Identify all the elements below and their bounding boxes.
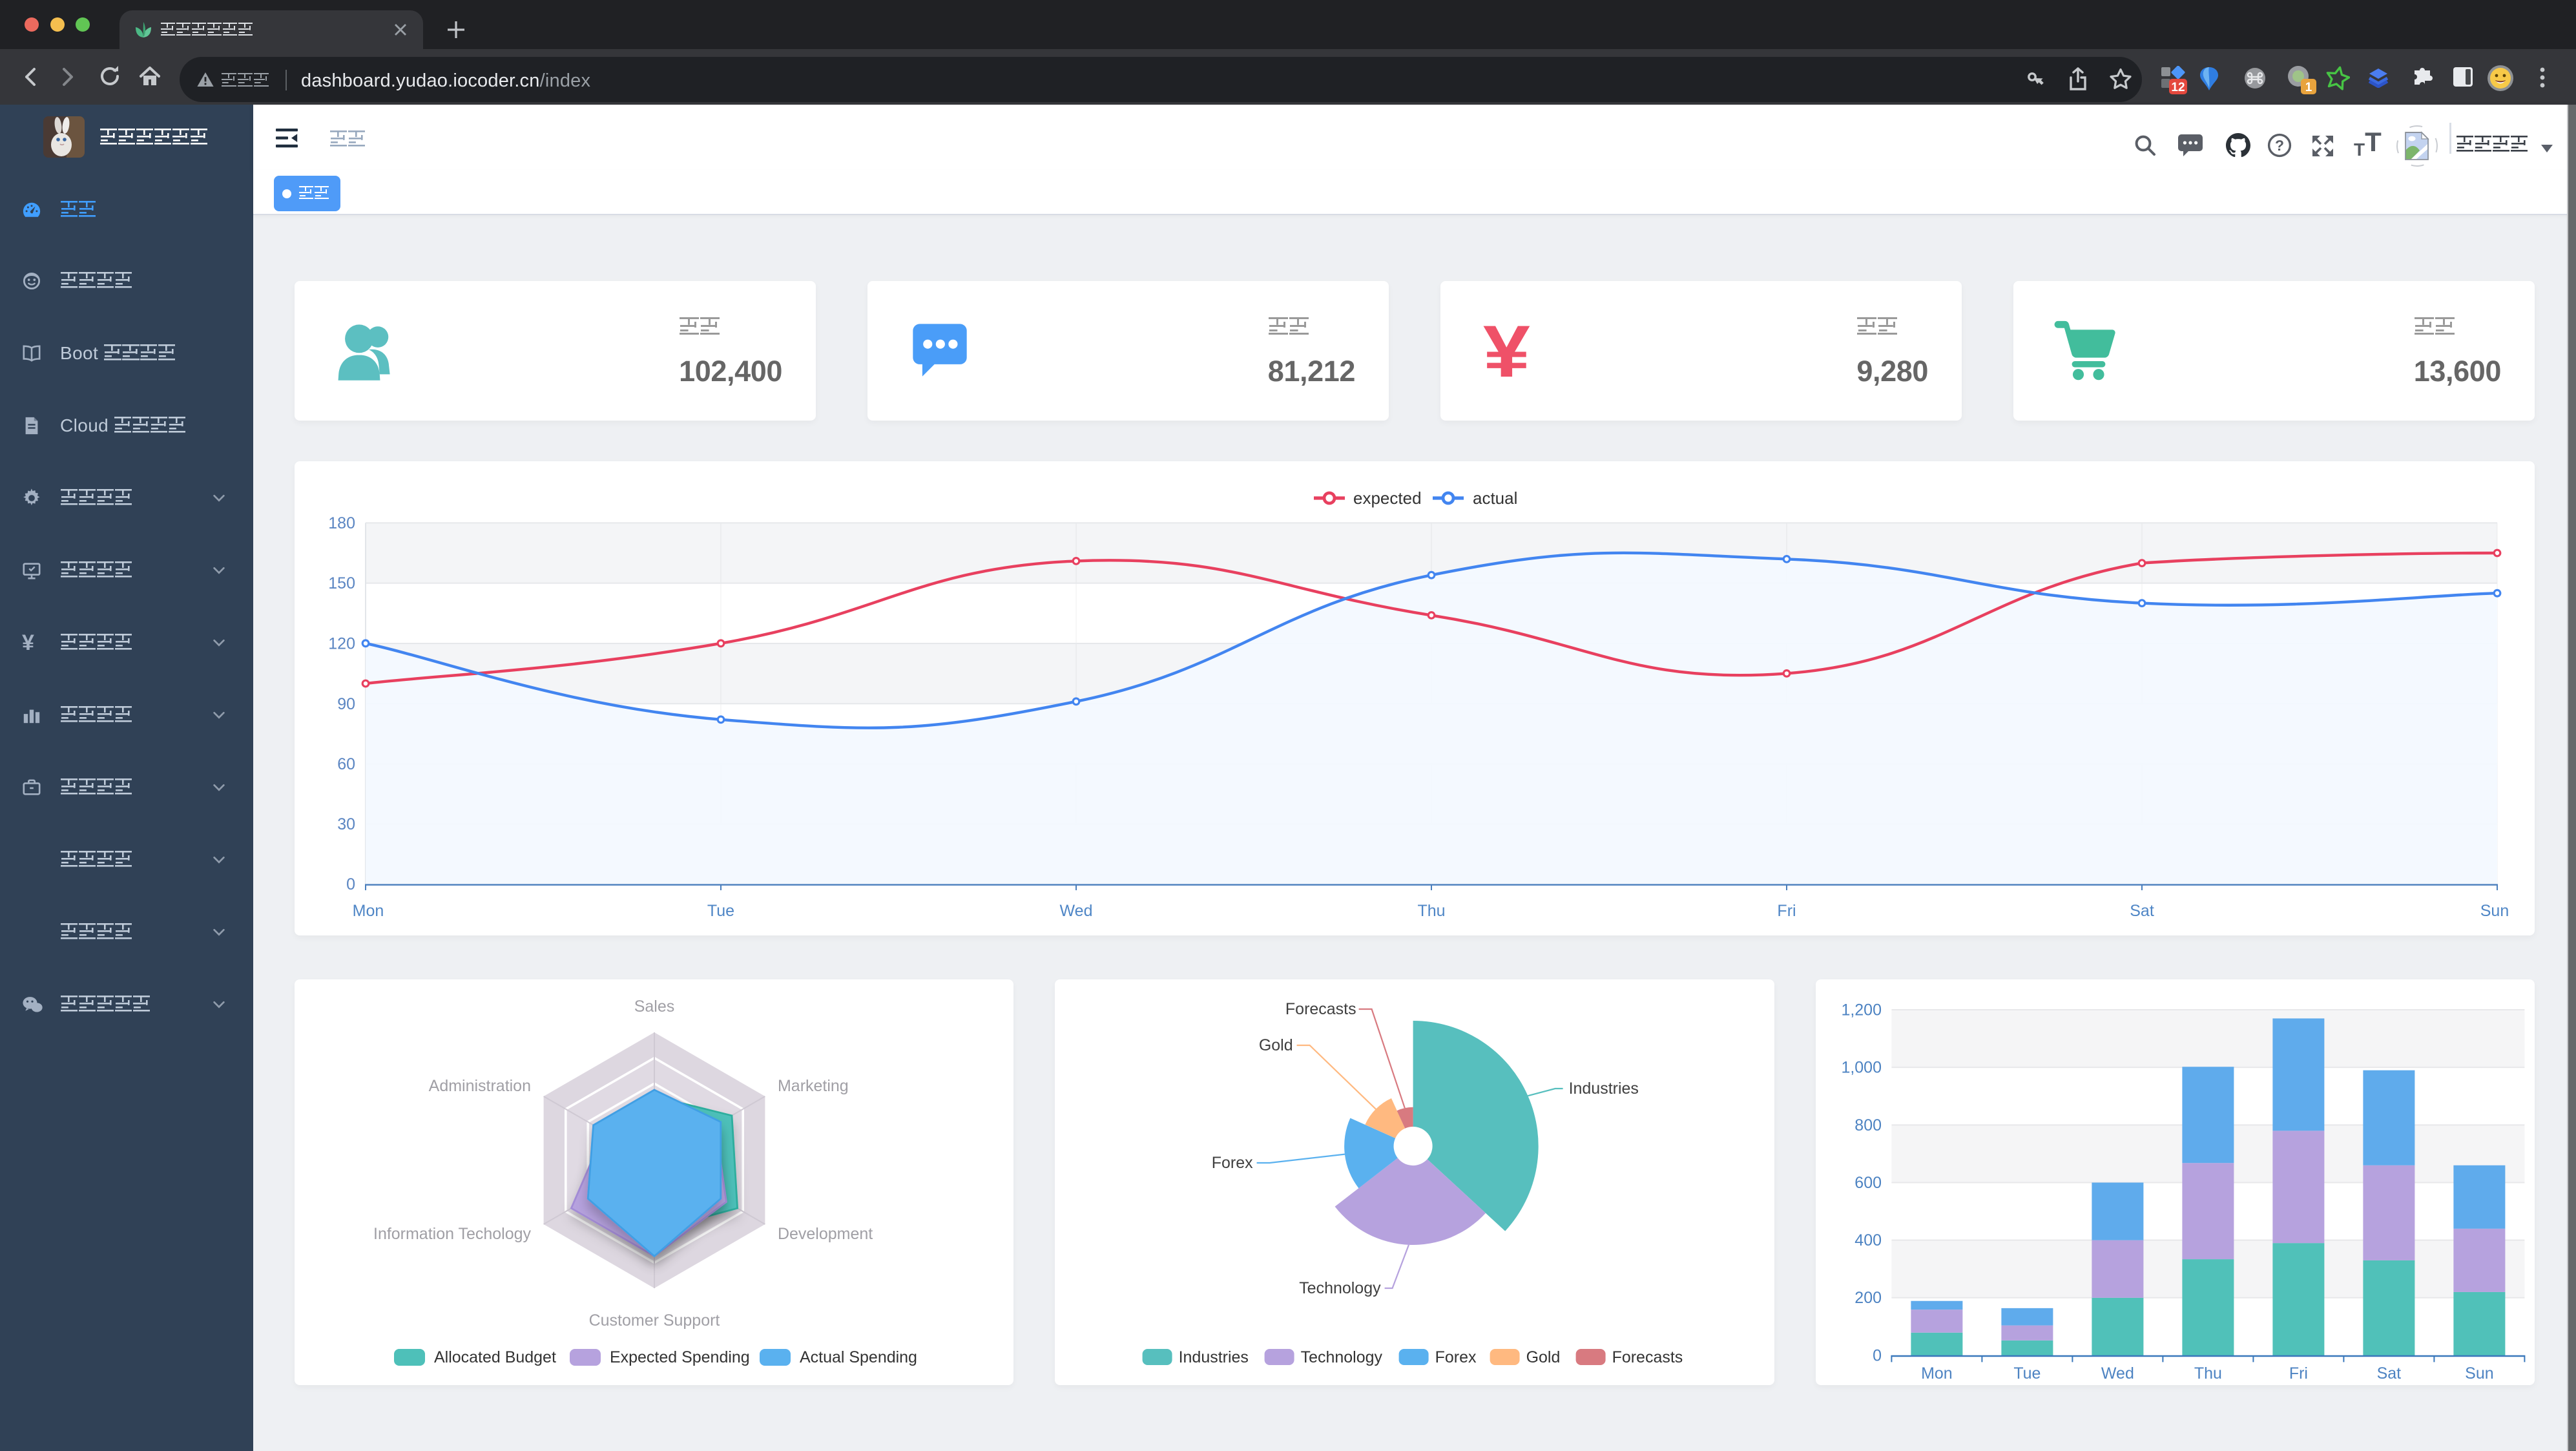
svg-text:Fri: Fri <box>2289 1364 2307 1383</box>
svg-text:30: 30 <box>337 815 355 833</box>
svg-text:Sat: Sat <box>2130 902 2154 920</box>
svg-text:Forex: Forex <box>1435 1348 1477 1366</box>
svg-text:Marketing: Marketing <box>778 1077 849 1095</box>
svg-text:Gold: Gold <box>1526 1348 1561 1366</box>
svg-text:0: 0 <box>346 875 355 893</box>
svg-text:600: 600 <box>1854 1174 1882 1192</box>
svg-text:1: 1 <box>2305 81 2312 94</box>
svg-text:Sat: Sat <box>2376 1364 2401 1383</box>
svg-text:Fri: Fri <box>1777 902 1796 920</box>
svg-text:Industries: Industries <box>1179 1348 1249 1366</box>
svg-text:180: 180 <box>328 514 355 532</box>
svg-text:200: 200 <box>1854 1289 1882 1307</box>
svg-text:Customer Support: Customer Support <box>589 1311 720 1330</box>
svg-text:0: 0 <box>1873 1346 1882 1364</box>
svg-text:60: 60 <box>337 755 355 773</box>
svg-text:1,200: 1,200 <box>1841 1001 1882 1019</box>
svg-text:Sales: Sales <box>634 997 675 1016</box>
svg-text:90: 90 <box>337 695 355 713</box>
svg-text:Mon: Mon <box>1921 1364 1953 1383</box>
svg-text:Expected Spending: Expected Spending <box>610 1348 750 1366</box>
svg-text:Thu: Thu <box>1417 902 1445 920</box>
svg-text:Administration: Administration <box>429 1077 531 1095</box>
svg-text:Forecasts: Forecasts <box>1612 1348 1683 1366</box>
svg-text:Tue: Tue <box>2013 1364 2041 1383</box>
svg-text:Sun: Sun <box>2480 902 2509 920</box>
svg-text:Actual Spending: Actual Spending <box>800 1348 917 1366</box>
svg-text:Allocated Budget: Allocated Budget <box>434 1348 556 1366</box>
svg-text:120: 120 <box>328 635 355 653</box>
svg-text:Gold: Gold <box>1259 1036 1293 1054</box>
svg-text:Mon: Mon <box>353 902 384 920</box>
svg-text:Wed: Wed <box>1060 902 1093 920</box>
svg-text:Forecasts: Forecasts <box>1285 1000 1356 1018</box>
svg-text:Forex: Forex <box>1212 1154 1253 1172</box>
svg-text:150: 150 <box>328 574 355 592</box>
svg-text:Development: Development <box>778 1225 873 1243</box>
svg-text:actual: actual <box>1473 488 1517 508</box>
svg-text:1,000: 1,000 <box>1841 1059 1882 1077</box>
svg-text:400: 400 <box>1854 1231 1882 1249</box>
svg-text:12: 12 <box>2171 81 2185 94</box>
svg-text:800: 800 <box>1854 1116 1882 1134</box>
svg-text:Technology: Technology <box>1301 1348 1383 1366</box>
svg-text:Tue: Tue <box>707 902 734 920</box>
svg-text:Technology: Technology <box>1300 1279 1382 1297</box>
svg-text:Thu: Thu <box>2194 1364 2221 1383</box>
svg-text:?: ? <box>2275 137 2284 154</box>
svg-text:Sun: Sun <box>2465 1364 2493 1383</box>
svg-text:Information Techology: Information Techology <box>373 1225 531 1243</box>
svg-text:Wed: Wed <box>2101 1364 2134 1383</box>
svg-text:expected: expected <box>1353 488 1422 508</box>
svg-text:Industries: Industries <box>1569 1080 1639 1098</box>
